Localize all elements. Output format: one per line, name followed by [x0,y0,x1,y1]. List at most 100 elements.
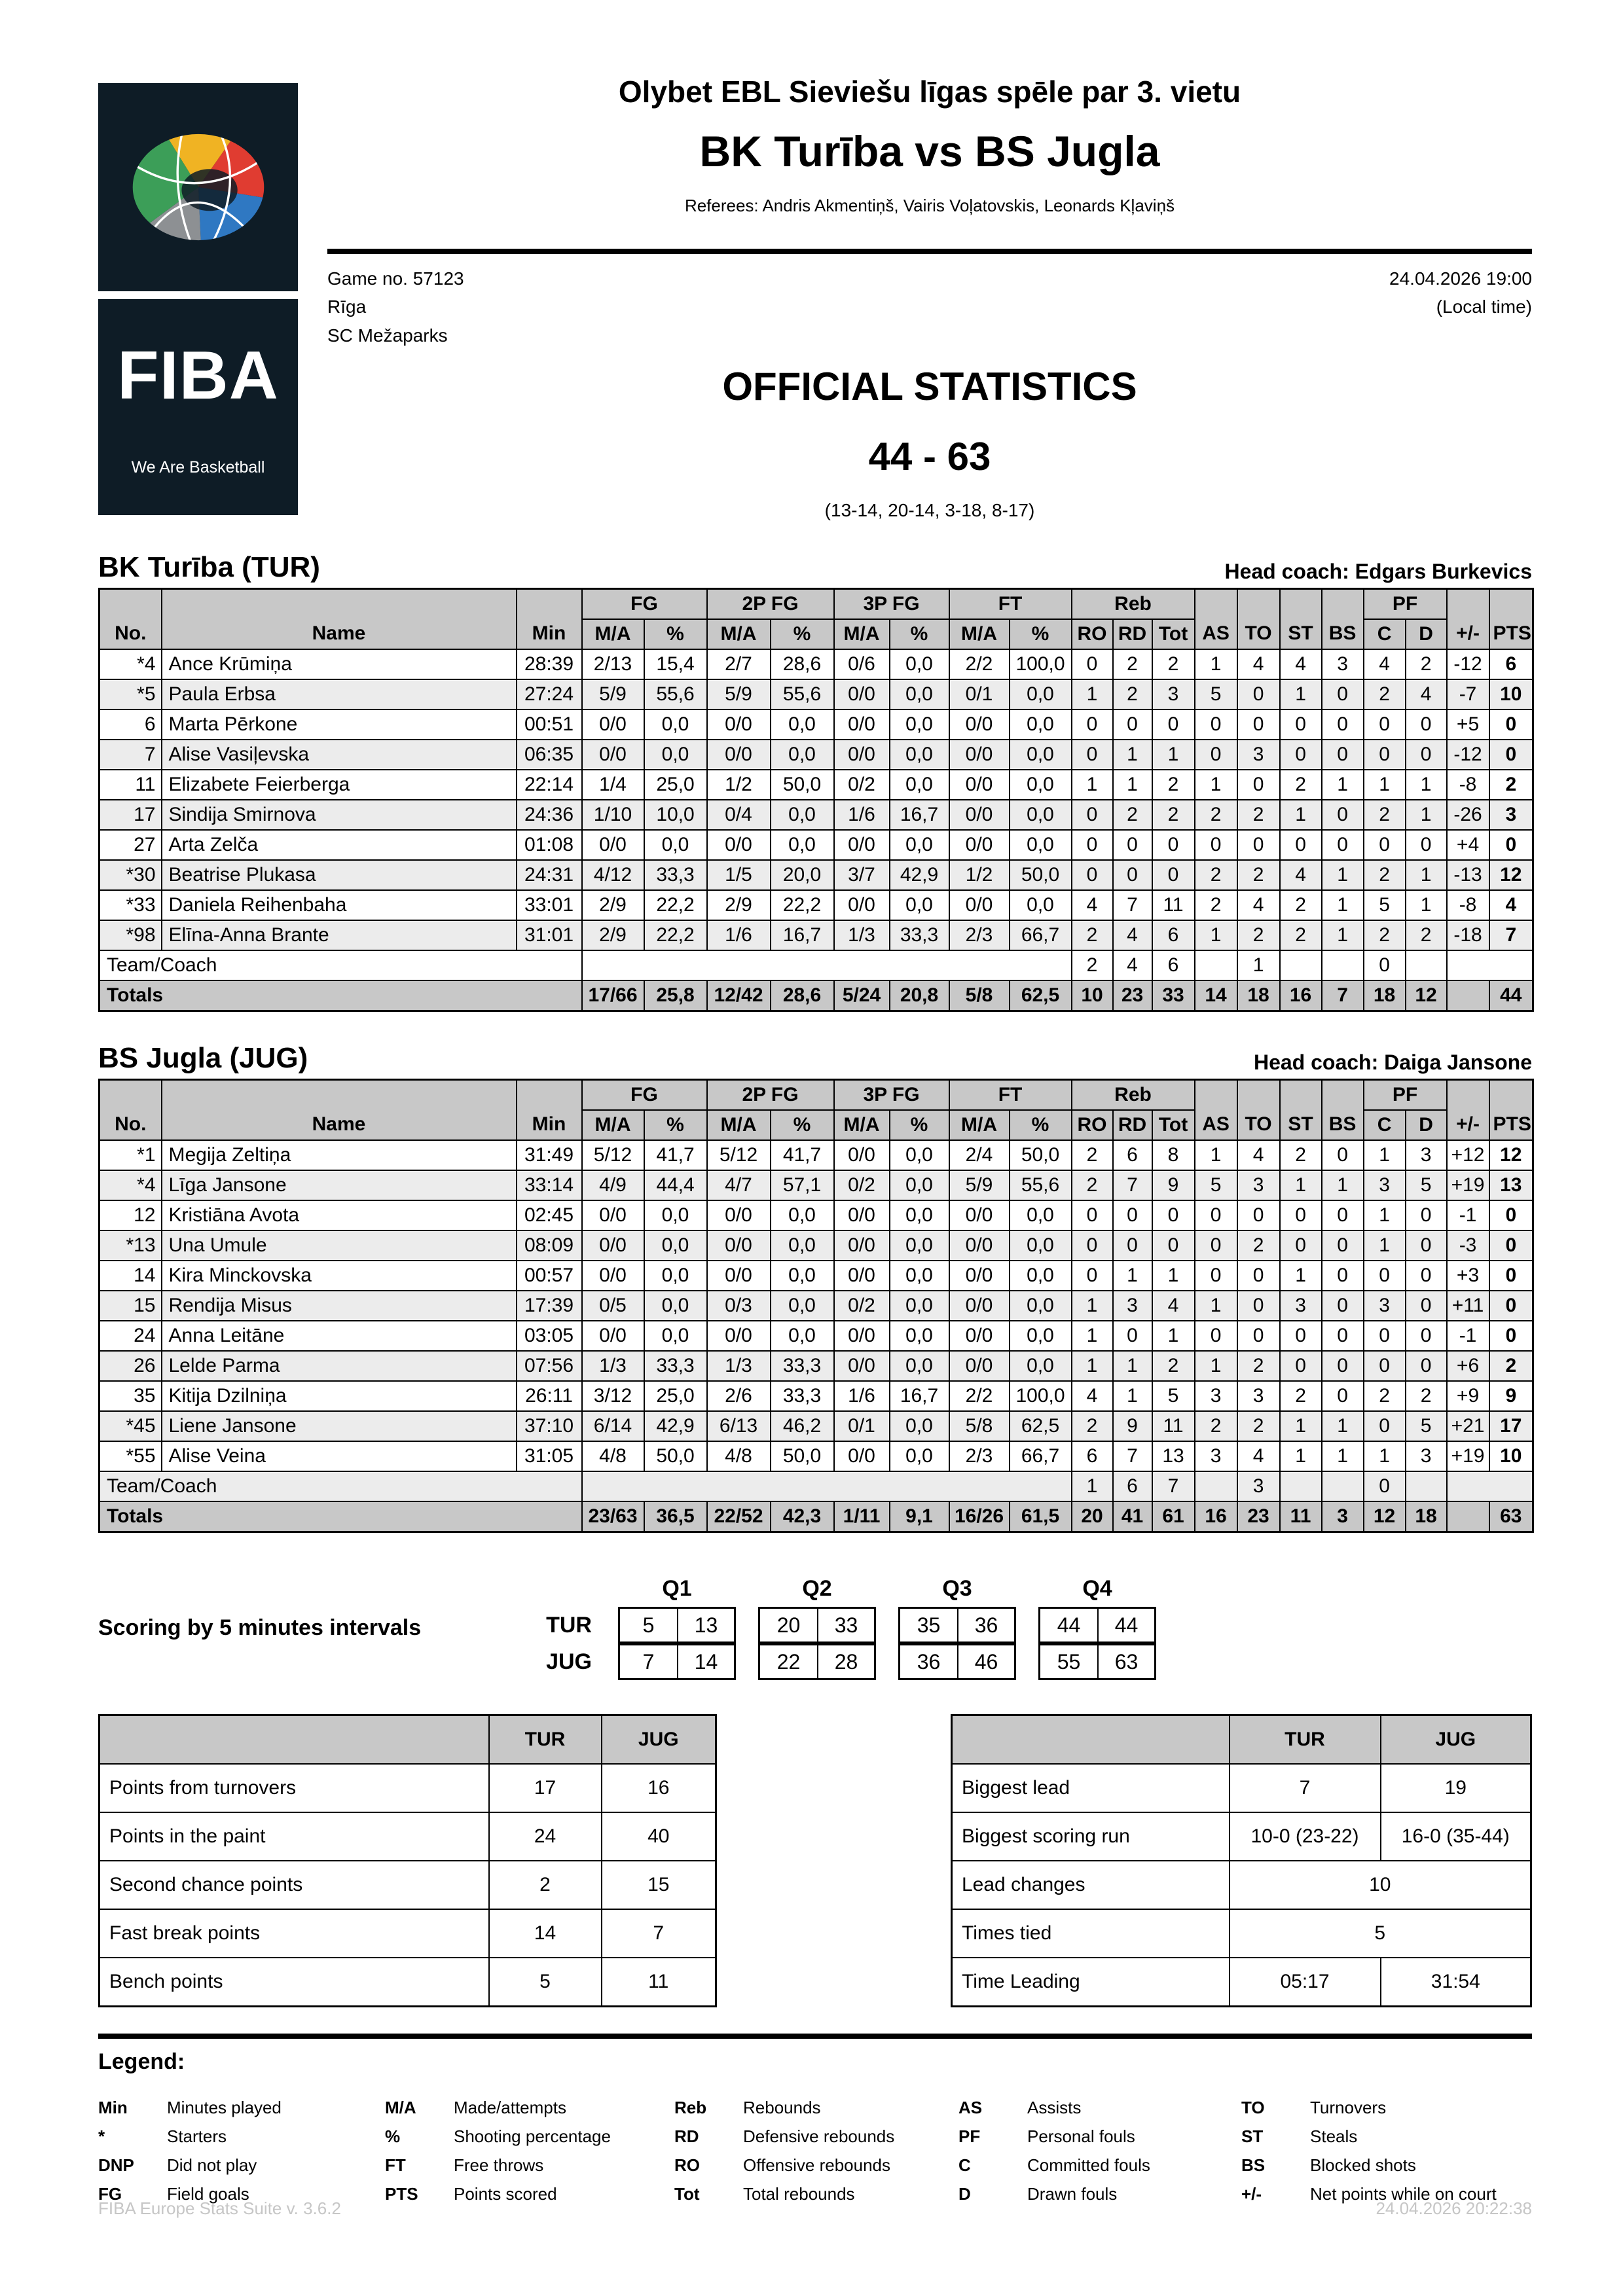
stat-cell: 0,0 [888,1410,950,1443]
stat-cell: 0/0 [706,709,771,741]
col-2p-pct: % [769,1109,835,1141]
stat-cell: 0,0 [643,829,708,861]
stat-cell: 0 [1070,709,1114,741]
score-cell: 36 [917,1649,941,1674]
stat-cell: 1 [1404,859,1448,891]
stat-cell: 0 [1236,1200,1281,1232]
stat-value-tur: 17 [488,1763,602,1814]
legend-abbr: BS [1241,2155,1266,2175]
stat-cell: 3 [1236,739,1281,771]
stat-cell: 1 [1362,1230,1406,1262]
stat-cell: 0,0 [769,1230,835,1262]
stat-cell: 0/0 [948,1230,1010,1262]
game-flow-table: TUR JUG Biggest lead 7 19 Biggest scoring r… [951,1714,1532,2008]
page-header: FIBA We Are Basketball Olybet EBL Sievie… [98,36,1532,521]
stat-cell: 3 [1112,1290,1153,1322]
group-pf: PF [1362,1079,1448,1111]
legend-desc: Starters [167,2126,227,2146]
legend-desc: Drawn fouls [1027,2183,1118,2204]
stat-cell: 5 [1151,1380,1195,1412]
quarter-score-box: 20 33 [758,1607,876,1644]
stat-cell: 0,0 [1008,1200,1072,1232]
player-row: *1 Megija Zeltiņa 31:49 5/12 41,7 5/12 41,7 0/0… [98,1139,1534,1172]
quarter-score-box: 55 63 [1038,1643,1156,1681]
stat-cell: 33 [1151,980,1195,1012]
stat-cell: 2 [1236,859,1281,891]
stat-cell: 4 [1112,920,1153,952]
stat-cell: 01:08 [515,829,583,861]
stat-cell: 28:39 [515,649,583,681]
stat-cell: 1 [1112,739,1153,771]
col-pts: PTS [1488,588,1534,651]
legend-abbr: C [958,2155,971,2175]
stat-cell [1446,980,1490,1012]
stat-cell: 0,0 [1008,1290,1072,1322]
col-ft-pct: % [1008,1109,1072,1141]
col-2p-ma: M/A [706,619,771,651]
legend-desc: Blocked shots [1310,2155,1416,2175]
stat-cell: 57,1 [769,1170,835,1202]
stat-cell: 0 [1362,1320,1406,1352]
stat-cell: 0/2 [833,769,890,801]
quarter-label-q3: Q3 [942,1576,972,1602]
team-coach-row: Team/Coach 1 6 7 3 0 [98,1471,1534,1503]
stat-cell: 0/0 [833,1320,890,1352]
stat-cell: 0 [1404,1290,1448,1322]
stat-cell: 2/2 [948,1380,1010,1412]
quarter-label-q1: Q1 [662,1576,692,1602]
legend-abbr: Min [98,2097,128,2117]
stat-cell: 20,8 [888,980,950,1012]
stat-cell: 0/4 [706,799,771,831]
stat-cell: 2 [1194,1410,1238,1443]
stat-cell: 0 [1112,1230,1153,1262]
stat-cell: 1/10 [581,799,645,831]
stat-cell: 1/6 [833,1380,890,1412]
stat-cell: 1 [1112,1260,1153,1292]
stat-cell: 0,0 [888,1441,950,1473]
score-cell: 20 [776,1613,801,1637]
stat-cell: 2 [1404,1380,1448,1412]
legend-desc: Rebounds [743,2097,821,2117]
stat-cell: 0/0 [948,799,1010,831]
stat-cell: 2/3 [948,1441,1010,1473]
stat-cell: 0,0 [888,889,950,922]
stat-cell: 1/2 [706,769,771,801]
stat-cell: 0 [1404,1320,1448,1352]
stat-cell: 13 [1151,1441,1195,1473]
stat-cell: 4/8 [706,1441,771,1473]
team-code: TUR [546,1612,592,1638]
stat-cell: 0 [1321,1350,1364,1382]
stat-cell: 3 [1404,1441,1448,1473]
stat-cell: 6/13 [706,1410,771,1443]
stat-cell: 20,0 [769,859,835,891]
footer-app-version: FIBA Europe Stats Suite v. 3.6.2 [98,2198,341,2218]
stat-cell [1321,950,1364,982]
stat-cell: 0,0 [769,1290,835,1322]
stat-cell: 12 [1488,1139,1534,1172]
stat-cell: 2/2 [948,649,1010,681]
stat-cell: 0/0 [833,889,890,922]
col-fg-ma: M/A [581,1109,645,1141]
stat-cell: 1 [1070,1290,1114,1322]
totals-row: Totals 17/66 25,8 12/42 28,6 5/24 20,8 5/8 62,5 1… [98,980,1534,1012]
page-title: OFFICIAL STATISTICS [722,365,1137,409]
stat-cell [1404,1471,1448,1503]
stat-cell: +11 [1446,1290,1490,1322]
stat-cell: 55,6 [769,679,835,711]
stat-cell: 0,0 [643,739,708,771]
stat-cell: 18 [1404,1501,1448,1533]
player-name: Liene Jansone [160,1410,517,1443]
stat-cell: 46,2 [769,1410,835,1443]
team-code: JUG [546,1649,592,1674]
stat-cell: 1 [1194,769,1238,801]
stat-cell: 5 [1404,1410,1448,1443]
stat-cell: -26 [1446,799,1490,831]
head-coach: Head coach: Edgars Burkevics [1224,560,1532,584]
stat-cell: 0,0 [1008,679,1072,711]
stat-value-both: 5 [1228,1909,1532,1959]
stat-cell: 24:36 [515,799,583,831]
stat-cell: 16,7 [888,1380,950,1412]
stat-cell: 9 [1112,1410,1153,1443]
stat-cell: 3 [1362,1290,1406,1322]
